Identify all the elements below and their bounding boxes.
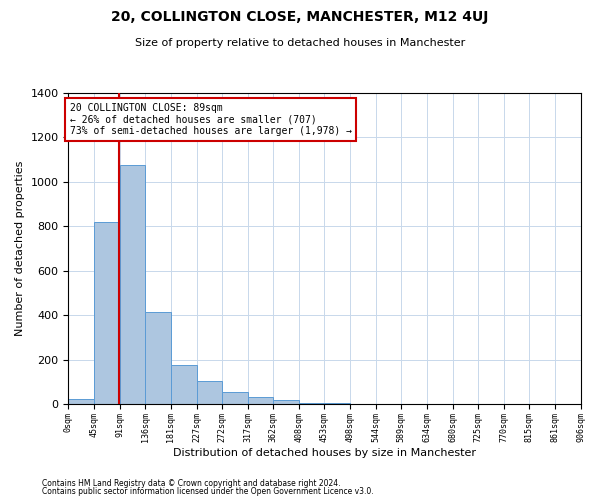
Bar [94, 222, 120, 404]
Bar [325, 403, 350, 404]
Bar [120, 166, 145, 404]
X-axis label: Distribution of detached houses by size in Manchester: Distribution of detached houses by size … [173, 448, 476, 458]
Bar [273, 400, 299, 404]
Bar [145, 312, 171, 404]
Y-axis label: Number of detached properties: Number of detached properties [15, 161, 25, 336]
Text: 20, COLLINGTON CLOSE, MANCHESTER, M12 4UJ: 20, COLLINGTON CLOSE, MANCHESTER, M12 4U… [112, 10, 488, 24]
Text: Contains HM Land Registry data © Crown copyright and database right 2024.: Contains HM Land Registry data © Crown c… [42, 478, 341, 488]
Bar [171, 366, 197, 405]
Text: 20 COLLINGTON CLOSE: 89sqm
← 26% of detached houses are smaller (707)
73% of sem: 20 COLLINGTON CLOSE: 89sqm ← 26% of deta… [70, 103, 352, 136]
Bar [299, 402, 325, 404]
Bar [222, 392, 248, 404]
Bar [68, 398, 94, 404]
Text: Contains public sector information licensed under the Open Government Licence v3: Contains public sector information licen… [42, 487, 374, 496]
Bar [248, 396, 273, 404]
Text: Size of property relative to detached houses in Manchester: Size of property relative to detached ho… [135, 38, 465, 48]
Bar [197, 381, 222, 404]
